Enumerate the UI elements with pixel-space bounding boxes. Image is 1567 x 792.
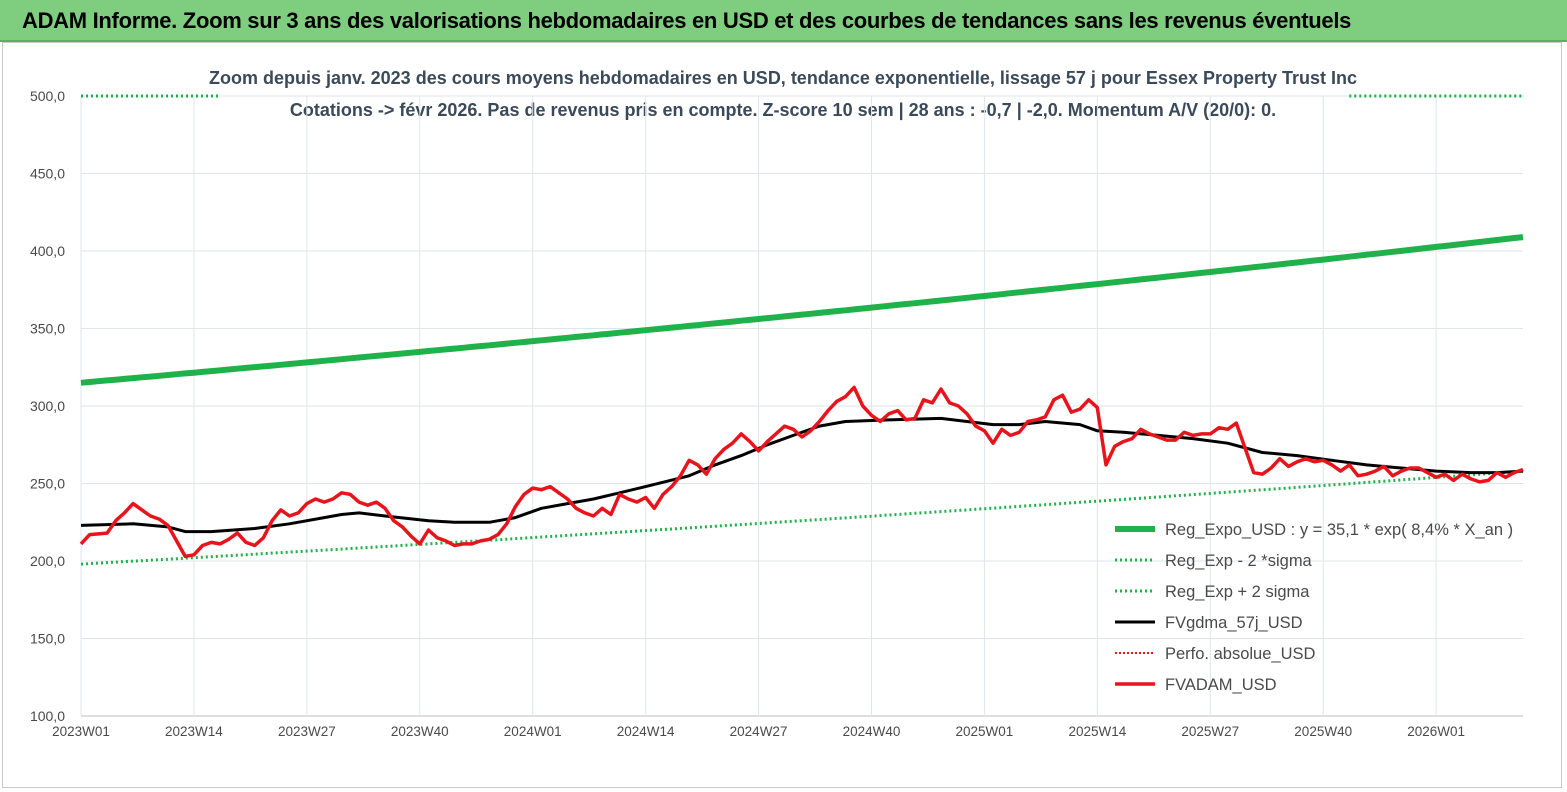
x-tick-label: 2024W40 <box>843 724 901 739</box>
x-tick-label: 2025W27 <box>1181 724 1239 739</box>
series-reg-expo-usd <box>80 234 1524 386</box>
y-tick-label: 200,0 <box>30 553 65 569</box>
y-tick-label: 100,0 <box>30 708 65 724</box>
report-banner: ADAM Informe. Zoom sur 3 ans des valoris… <box>0 0 1567 42</box>
x-tick-label: 2024W27 <box>730 724 788 739</box>
y-tick-label: 350,0 <box>30 321 65 337</box>
x-tick-label: 2023W01 <box>52 724 110 739</box>
legend-label-fvadam: FVADAM_USD <box>1165 676 1277 694</box>
x-tick-label: 2023W40 <box>391 724 449 739</box>
x-tick-label: 2023W14 <box>165 724 223 739</box>
x-tick-label: 2025W40 <box>1294 724 1352 739</box>
y-tick-label: 250,0 <box>30 476 65 492</box>
chart-subtitle-line-2: Cotations -> févr 2026. Pas de revenus p… <box>290 100 1276 120</box>
legend: Reg_Expo_USD : y = 35,1 * exp( 8,4% * X_… <box>1115 521 1513 694</box>
series-fvadam-usd <box>79 385 1524 559</box>
series-lines <box>79 94 1524 566</box>
x-tick-label: 2026W01 <box>1407 724 1465 739</box>
report-title: ADAM Informe. Zoom sur 3 ans des valoris… <box>22 8 1352 33</box>
x-axis-ticks: 2023W01 2023W14 2023W27 2023W40 2024W01 2024W… <box>52 724 1465 739</box>
y-tick-label: 400,0 <box>30 243 65 259</box>
y-tick-label: 450,0 <box>30 166 65 182</box>
series-reg-exp-minus-2-sigma <box>80 469 1524 566</box>
chart-frame: Zoom depuis janv. 2023 des cours moyens … <box>2 42 1562 788</box>
legend-label-perfo: Perfo. absolue_USD <box>1165 645 1316 663</box>
y-axis-ticks: 100,0 150,0 200,0 250,0 300,0 350,0 400,0 450,0… <box>30 88 65 724</box>
y-tick-label: 150,0 <box>30 631 65 647</box>
chart-subtitle-line-1: Zoom depuis janv. 2023 des cours moyens … <box>209 68 1357 88</box>
x-tick-label: 2025W01 <box>956 724 1014 739</box>
legend-label-sigma_plus: Reg_Exp + 2 sigma <box>1165 583 1310 601</box>
y-tick-label: 300,0 <box>30 398 65 414</box>
legend-label-fvgdma: FVgdma_57j_USD <box>1165 614 1303 632</box>
y-tick-label: 500,0 <box>30 88 65 104</box>
x-tick-label: 2024W14 <box>617 724 675 739</box>
series-fvgdma-57j-usd <box>80 416 1524 534</box>
x-tick-label: 2024W01 <box>504 724 562 739</box>
legend-label-reg_expo: Reg_Expo_USD : y = 35,1 * exp( 8,4% * X_… <box>1165 521 1513 539</box>
grid-lines <box>80 95 1523 717</box>
x-tick-label: 2023W27 <box>278 724 336 739</box>
legend-label-sigma_minus: Reg_Exp - 2 *sigma <box>1165 552 1313 570</box>
x-tick-label: 2025W14 <box>1068 724 1126 739</box>
line-chart: Zoom depuis janv. 2023 des cours moyens … <box>30 68 1524 739</box>
